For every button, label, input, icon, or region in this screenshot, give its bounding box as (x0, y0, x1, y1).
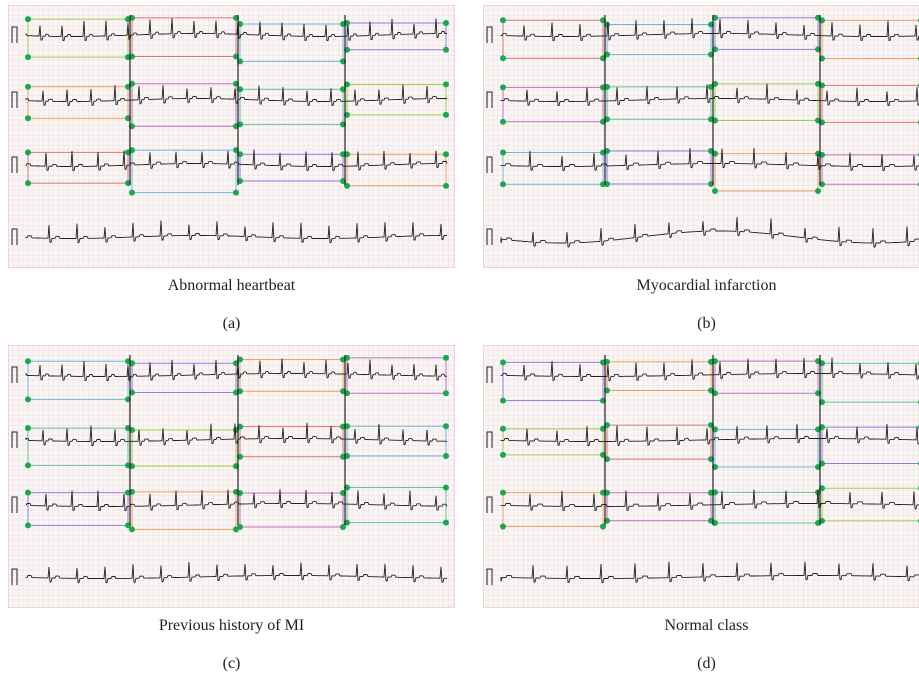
keypoint (129, 526, 135, 532)
keypoint (443, 183, 449, 189)
ecg-image (8, 345, 455, 608)
keypoint (25, 462, 31, 468)
keypoint (500, 523, 506, 529)
caption: Myocardial infarction (483, 277, 919, 295)
keypoint (25, 149, 31, 155)
caption: Normal class (483, 617, 919, 635)
keypoint (233, 190, 239, 196)
keypoint (500, 426, 506, 432)
keypoint (500, 490, 506, 496)
grid (8, 5, 455, 268)
keypoint (500, 84, 506, 90)
keypoint (25, 490, 31, 496)
keypoint (25, 54, 31, 60)
keypoint (25, 358, 31, 364)
keypoint (25, 522, 31, 528)
keypoint (500, 398, 506, 404)
keypoint (712, 188, 718, 194)
ecg-image (483, 5, 919, 268)
keypoint (443, 112, 449, 118)
keypoint (815, 188, 821, 194)
keypoint (500, 452, 506, 458)
panel-label: (d) (483, 655, 919, 673)
keypoint (25, 425, 31, 431)
keypoint (443, 485, 449, 491)
keypoint (500, 55, 506, 61)
panel-label: (a) (8, 315, 455, 333)
keypoint (443, 453, 449, 459)
keypoint (129, 190, 135, 196)
keypoint (500, 181, 506, 187)
keypoint (443, 151, 449, 157)
keypoint (500, 149, 506, 155)
keypoint (443, 81, 449, 87)
keypoint (25, 115, 31, 121)
grid (8, 345, 455, 608)
keypoint (500, 119, 506, 125)
keypoint (25, 396, 31, 402)
keypoint (443, 390, 449, 396)
keypoint (500, 359, 506, 365)
keypoint (25, 84, 31, 90)
keypoint (25, 16, 31, 22)
keypoint (443, 20, 449, 26)
ecg-image (483, 345, 919, 608)
panel-label: (b) (483, 315, 919, 333)
grid (483, 5, 919, 268)
figure: Abnormal heartbeat (a) Myocardial infarcti… (0, 0, 919, 686)
keypoint (443, 423, 449, 429)
keypoint (443, 355, 449, 361)
caption: Abnormal heartbeat (8, 277, 455, 295)
keypoint (500, 17, 506, 23)
keypoint (443, 520, 449, 526)
panel-label: (c) (8, 655, 455, 673)
ecg-image (8, 5, 455, 268)
grid (483, 345, 919, 608)
keypoint (443, 47, 449, 53)
caption: Previous history of MI (8, 617, 455, 635)
keypoint (25, 180, 31, 186)
